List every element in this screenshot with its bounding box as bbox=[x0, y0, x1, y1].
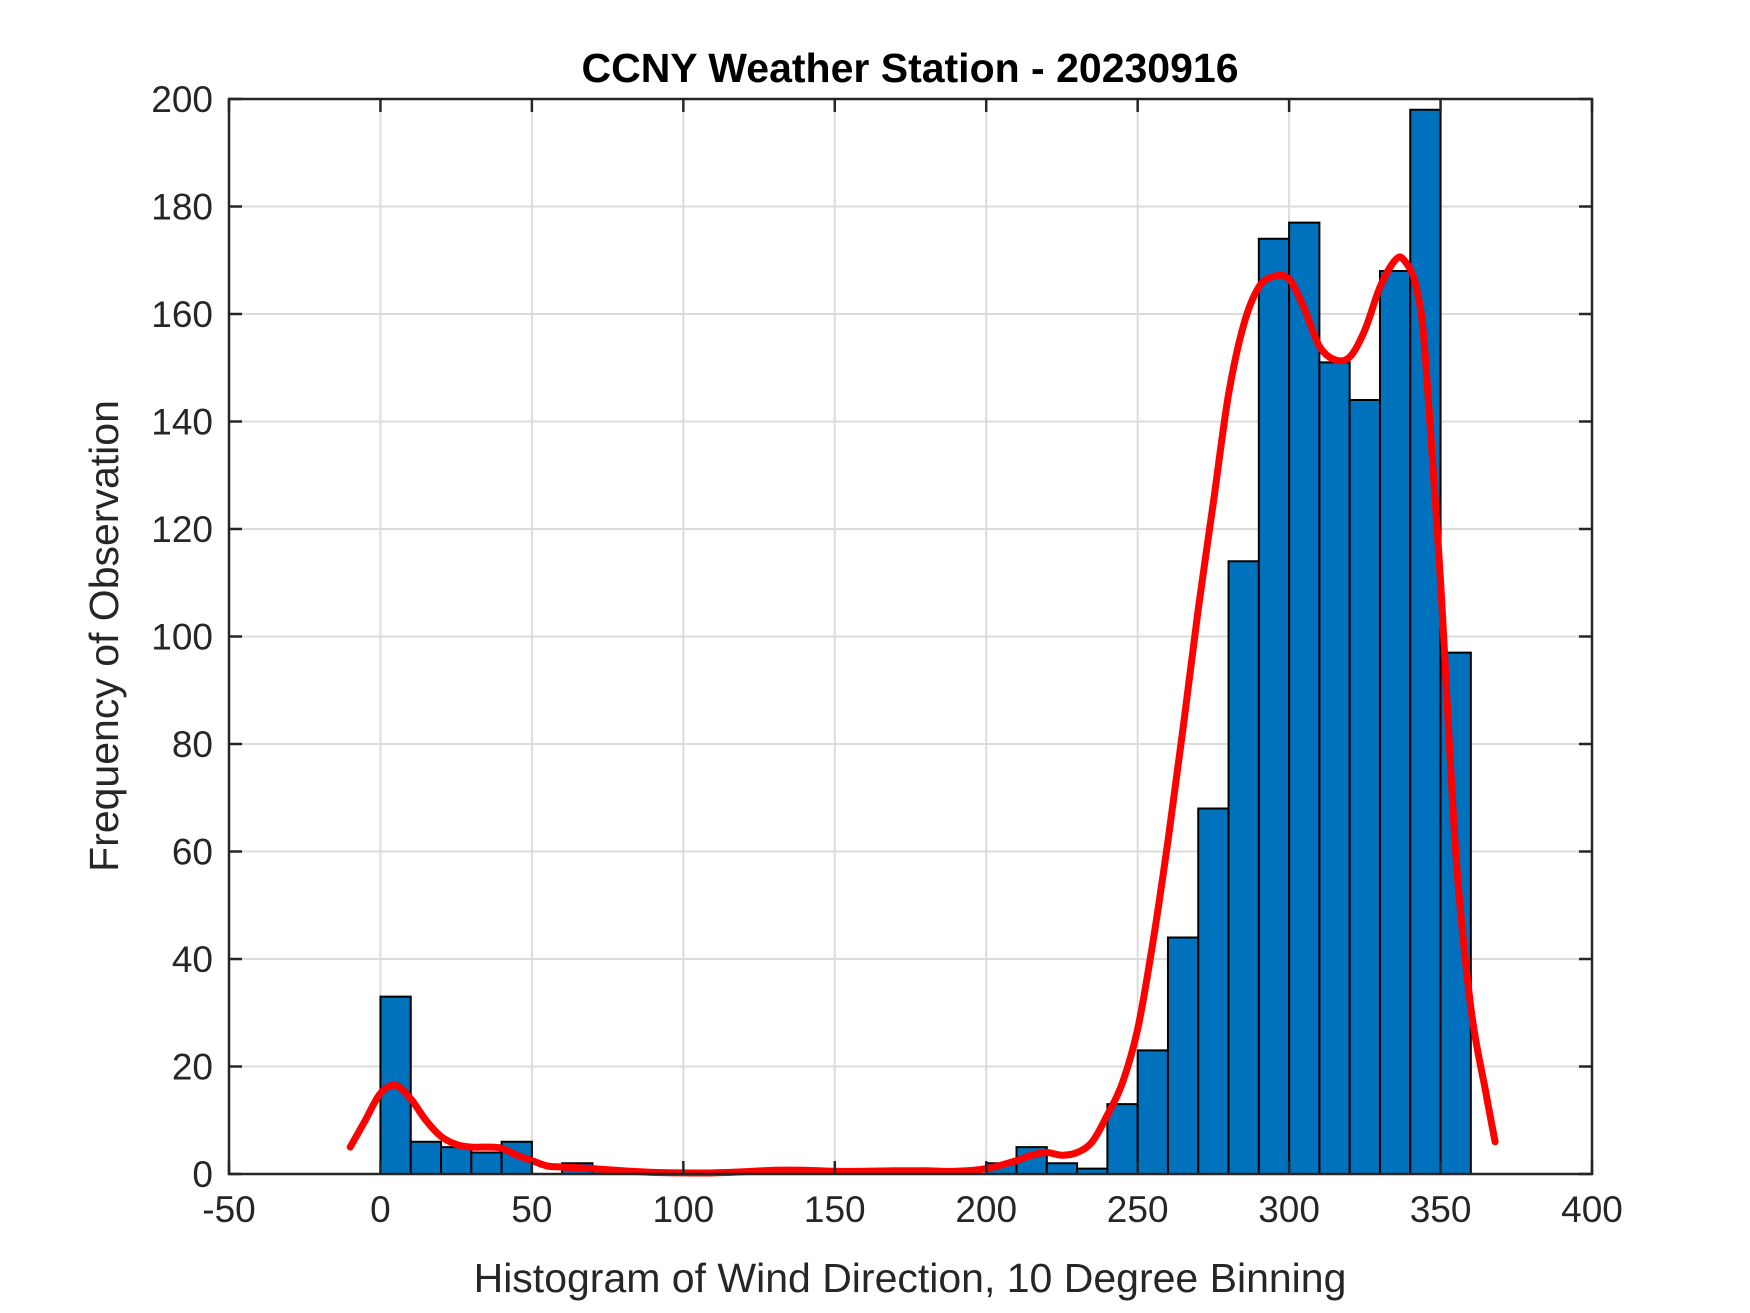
y-tick-label-1: 20 bbox=[172, 1047, 213, 1088]
histogram-bar-3 bbox=[470, 1151, 503, 1175]
histogram-bar-2 bbox=[440, 1146, 473, 1175]
y-tick-label-3: 60 bbox=[172, 832, 213, 873]
histogram-bar-24 bbox=[1106, 1103, 1139, 1175]
histogram-bar-26 bbox=[1166, 936, 1200, 1175]
x-tick-label-2: 50 bbox=[511, 1189, 552, 1230]
histogram-bar-22 bbox=[1045, 1162, 1079, 1175]
histogram-bar-34 bbox=[1409, 108, 1442, 1175]
y-tick-label-4: 80 bbox=[172, 724, 213, 765]
x-tick-label-3: 100 bbox=[652, 1189, 714, 1230]
fit-curve-group bbox=[346, 253, 1499, 1177]
y-tick-label-9: 180 bbox=[151, 187, 213, 228]
y-tick-label-2: 40 bbox=[172, 939, 213, 980]
histogram-bar-32 bbox=[1348, 399, 1381, 1175]
y-tick-label-5: 100 bbox=[151, 617, 213, 658]
histogram-bar-28 bbox=[1227, 560, 1260, 1175]
x-tick-label-5: 200 bbox=[955, 1189, 1017, 1230]
x-tick-label-7: 300 bbox=[1258, 1189, 1320, 1230]
y-tick-label-8: 160 bbox=[151, 294, 213, 335]
x-tick-label-0: -50 bbox=[202, 1189, 255, 1230]
axis-ticks bbox=[227, 97, 1594, 1176]
histogram-bar-33 bbox=[1378, 270, 1412, 1175]
histogram-bar-35 bbox=[1439, 651, 1472, 1175]
x-tick-label-9: 400 bbox=[1561, 1189, 1623, 1230]
fit-curve-line bbox=[346, 253, 1499, 1177]
histogram-bar-30 bbox=[1288, 221, 1321, 1175]
y-tick-label-0: 0 bbox=[192, 1154, 213, 1195]
x-tick-label-8: 350 bbox=[1410, 1189, 1472, 1230]
histogram-bar-29 bbox=[1257, 237, 1291, 1175]
chart-title: CCNY Weather Station - 20230916 bbox=[581, 45, 1238, 91]
x-axis-label: Histogram of Wind Direction, 10 Degree B… bbox=[474, 1255, 1347, 1301]
histogram-bar-1 bbox=[409, 1140, 443, 1175]
histogram-bar-27 bbox=[1197, 807, 1230, 1175]
histogram-bar-25 bbox=[1136, 1049, 1169, 1175]
y-tick-labels: 0 20 40 60 80 100 120 140 160 180 200 bbox=[151, 79, 213, 1195]
x-tick-label-4: 150 bbox=[804, 1189, 866, 1230]
y-tick-label-6: 120 bbox=[151, 509, 213, 550]
y-axis-label: Frequency of Observation bbox=[81, 400, 127, 872]
y-tick-label-10: 200 bbox=[151, 79, 213, 120]
x-tick-labels: -50 0 50 100 150 200 250 300 350 400 bbox=[202, 1189, 1623, 1230]
histogram-bar-31 bbox=[1318, 361, 1351, 1175]
x-tick-label-6: 250 bbox=[1107, 1189, 1169, 1230]
y-tick-label-7: 140 bbox=[151, 402, 213, 443]
x-tick-label-1: 0 bbox=[370, 1189, 391, 1230]
